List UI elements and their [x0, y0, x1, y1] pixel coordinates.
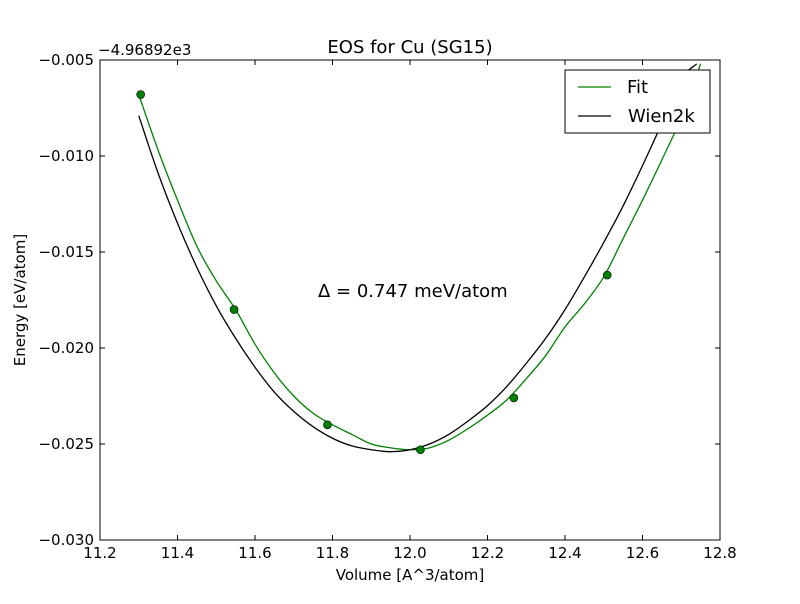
x-tick-label: 12.2 — [471, 544, 504, 562]
data-point — [229, 305, 239, 314]
legend-label-wien2k: Wien2k — [628, 106, 695, 127]
x-tick-label: 11.4 — [161, 544, 194, 562]
x-tick-label: 12.4 — [548, 544, 581, 562]
x-axis-label: Volume [A^3/atom] — [336, 566, 485, 584]
x-tick-label: 11.8 — [316, 544, 349, 562]
data-point — [416, 445, 425, 455]
plot-area-frame — [99, 59, 721, 541]
data-point — [323, 420, 332, 430]
axis-ticks: 11.2 11.4 11.6 11.8 12.0 12.2 12.4 12.6 12.8 −0.0… — [38, 51, 736, 562]
legend: Fit Wien2k — [564, 69, 711, 134]
y-tick-label: −0.025 — [38, 435, 94, 453]
x-tick-label: 11.6 — [238, 544, 271, 562]
y-tick-label: −0.020 — [38, 339, 94, 357]
data-point — [136, 90, 145, 99]
y-tick-label: −0.030 — [38, 531, 94, 549]
data-point — [509, 393, 519, 403]
x-tick-label: 11.2 — [83, 544, 116, 562]
x-tick-label: 12.8 — [703, 544, 736, 562]
legend-box — [564, 69, 711, 134]
data-point — [602, 270, 612, 280]
data-points — [136, 90, 612, 455]
x-tick-label: 12.0 — [393, 544, 426, 562]
legend-label-fit: Fit — [627, 77, 648, 98]
x-tick-label: 12.6 — [626, 544, 659, 562]
y-offset-label: −4.96892e3 — [98, 41, 191, 59]
y-tick-label: −0.005 — [38, 51, 94, 69]
y-tick-label: −0.015 — [38, 243, 94, 261]
y-axis-label: Energy [eV/atom] — [11, 234, 29, 366]
chart-title: EOS for Cu (SG15) — [327, 37, 492, 58]
delta-annotation: Δ = 0.747 meV/atom — [318, 281, 508, 302]
y-tick-label: −0.010 — [38, 147, 94, 165]
